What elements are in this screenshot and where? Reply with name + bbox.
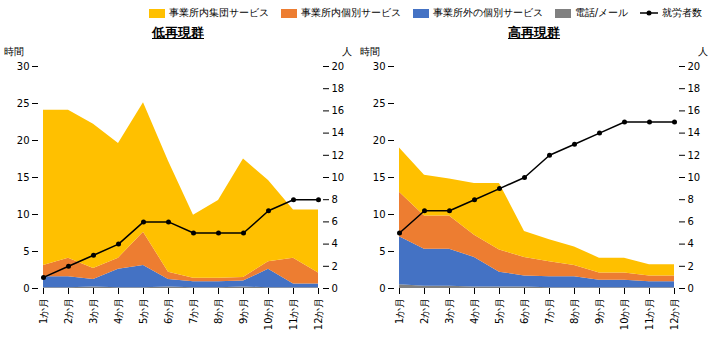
- svg-text:5: 5: [379, 246, 385, 257]
- svg-text:0: 0: [23, 283, 29, 294]
- svg-text:3か月: 3か月: [88, 298, 99, 324]
- svg-text:2か月: 2か月: [63, 298, 74, 324]
- html-text:電話/メール: 電話/メール: [574, 7, 628, 18]
- svg-text:1か月: 1か月: [38, 298, 49, 324]
- svg-text:16: 16: [332, 105, 345, 116]
- svg-text:0: 0: [379, 283, 385, 294]
- svg-text:7か月: 7か月: [544, 298, 555, 324]
- svg-text:1か月: 1か月: [394, 298, 405, 324]
- svg-text:18: 18: [688, 83, 701, 94]
- svg-text:2か月: 2か月: [419, 298, 430, 324]
- html-text:低再現群: 低再現群: [152, 25, 204, 40]
- svg-text:14: 14: [688, 127, 701, 138]
- svg-text:10: 10: [17, 209, 30, 220]
- html-text:就労者数: 就労者数: [662, 7, 702, 18]
- svg-text:8: 8: [688, 194, 694, 205]
- svg-text:時間: 時間: [360, 46, 380, 57]
- svg-text:人: 人: [698, 46, 708, 57]
- svg-text:0: 0: [688, 283, 694, 294]
- svg-text:15: 15: [373, 172, 386, 183]
- svg-text:4: 4: [688, 238, 694, 249]
- svg-text:9か月: 9か月: [594, 298, 605, 324]
- svg-text:8: 8: [332, 194, 338, 205]
- svg-text:4か月: 4か月: [113, 298, 124, 324]
- svg-text:4: 4: [332, 238, 338, 249]
- svg-text:8か月: 8か月: [569, 298, 580, 324]
- html-text:事業所内集団サービス: 事業所内集団サービス: [168, 7, 269, 18]
- svg-text:11か月: 11か月: [288, 298, 299, 331]
- svg-text:3か月: 3か月: [444, 298, 455, 324]
- svg-text:人: 人: [342, 46, 352, 57]
- svg-text:12: 12: [332, 150, 345, 161]
- svg-text:30: 30: [17, 61, 30, 72]
- svg-text:0: 0: [332, 283, 338, 294]
- svg-text:18: 18: [332, 83, 345, 94]
- svg-text:5か月: 5か月: [494, 298, 505, 324]
- svg-text:10: 10: [688, 172, 701, 183]
- svg-text:11か月: 11か月: [644, 298, 655, 331]
- svg-text:4か月: 4か月: [469, 298, 480, 324]
- svg-text:10か月: 10か月: [619, 298, 630, 331]
- svg-text:6: 6: [688, 216, 694, 227]
- svg-text:15: 15: [17, 172, 30, 183]
- svg-text:16: 16: [688, 105, 701, 116]
- svg-text:20: 20: [373, 135, 386, 146]
- svg-text:8か月: 8か月: [213, 298, 224, 324]
- svg-text:12: 12: [688, 150, 701, 161]
- svg-text:12か月: 12か月: [669, 298, 680, 331]
- svg-text:10: 10: [373, 209, 386, 220]
- svg-text:30: 30: [373, 61, 386, 72]
- html-text:事業所内個別サービス: 事業所内個別サービス: [300, 7, 401, 18]
- svg-text:5か月: 5か月: [138, 298, 149, 324]
- svg-text:7か月: 7か月: [188, 298, 199, 324]
- svg-text:6か月: 6か月: [163, 298, 174, 324]
- svg-text:20: 20: [688, 61, 701, 72]
- svg-text:2: 2: [332, 261, 338, 272]
- svg-text:20: 20: [17, 135, 30, 146]
- svg-text:25: 25: [373, 98, 386, 109]
- svg-text:時間: 時間: [4, 46, 24, 57]
- svg-text:6か月: 6か月: [519, 298, 530, 324]
- svg-text:5: 5: [23, 246, 29, 257]
- svg-text:6: 6: [332, 216, 338, 227]
- svg-text:14: 14: [332, 127, 345, 138]
- html-text:事業所外の個別サービス: 事業所外の個別サービス: [432, 7, 543, 18]
- svg-text:2: 2: [688, 261, 694, 272]
- html-text:高再現群: 高再現群: [508, 25, 560, 40]
- svg-text:20: 20: [332, 61, 345, 72]
- svg-text:10か月: 10か月: [263, 298, 274, 331]
- svg-text:10: 10: [332, 172, 345, 183]
- svg-text:25: 25: [17, 98, 30, 109]
- svg-text:9か月: 9か月: [238, 298, 249, 324]
- svg-text:12か月: 12か月: [313, 298, 324, 331]
